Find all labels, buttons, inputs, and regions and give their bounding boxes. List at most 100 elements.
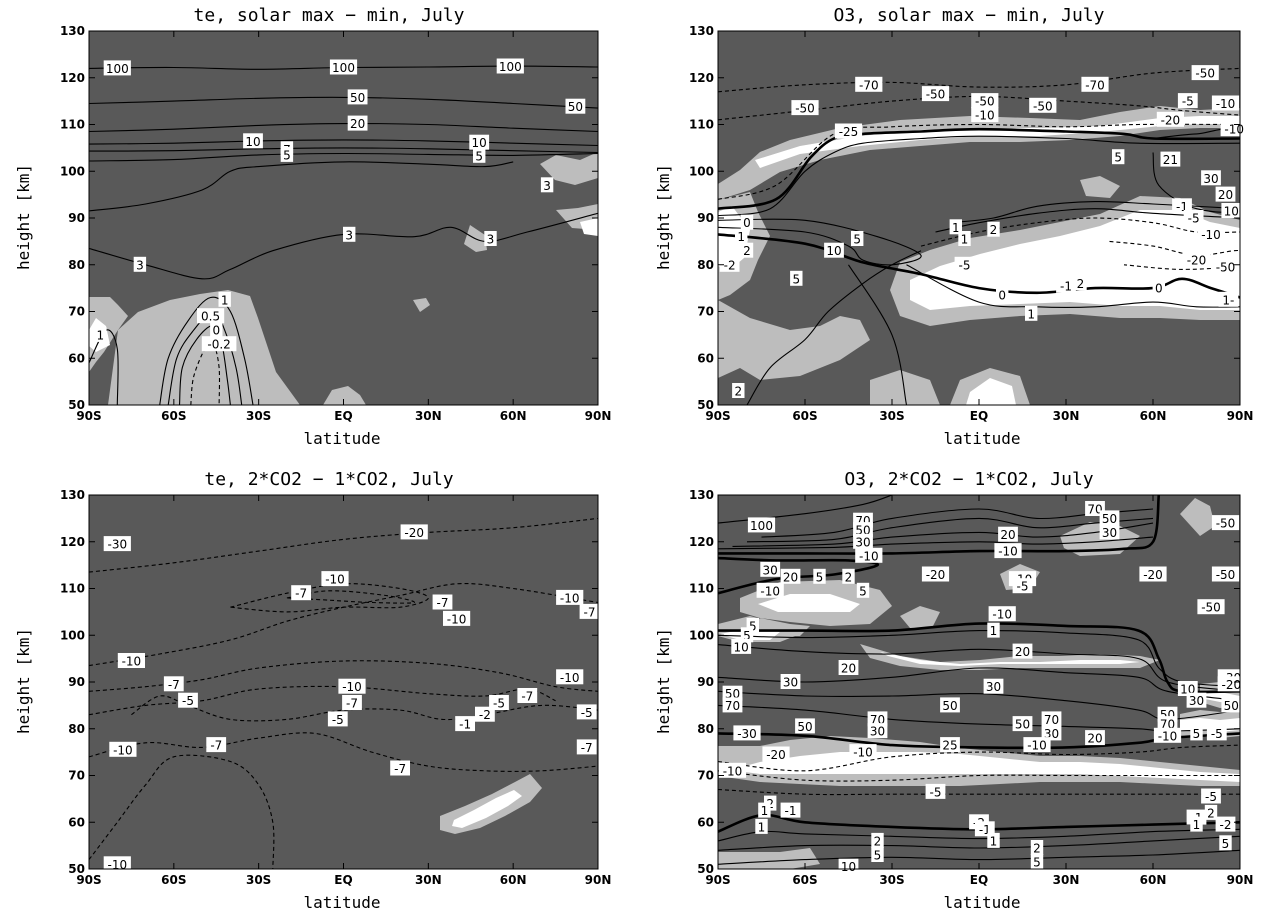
axes: 90S 60S 30S EQ 30N 60N 90N50607080901001101201… xyxy=(689,24,1253,423)
significance-95-region xyxy=(323,386,366,405)
contour-label: -10 xyxy=(113,743,133,757)
y-tick-label: 110 xyxy=(60,118,85,132)
y-tick-label: 120 xyxy=(689,71,714,85)
contour-label-box xyxy=(1156,111,1184,127)
contour-label-box xyxy=(201,336,237,352)
contour-label-box xyxy=(855,547,883,563)
contour-label-box xyxy=(1139,566,1167,582)
contour-label-box xyxy=(760,561,781,577)
contour-label: -50 xyxy=(1195,67,1215,81)
contour-label-box xyxy=(338,678,366,694)
contour-label: 30 xyxy=(986,680,1001,694)
contour-label-box xyxy=(117,653,145,668)
contour-label: -20 xyxy=(404,526,424,540)
contour-label: -5 xyxy=(182,694,194,708)
contour-label-box xyxy=(1025,305,1038,321)
contour-label: 1 xyxy=(952,221,960,235)
contour-line xyxy=(286,590,415,604)
panel-te-co2: te, 2*CO2 − 1*CO2, July -30 -20 -10 -7 -7 -10… xyxy=(0,456,632,912)
contour-line xyxy=(848,264,908,405)
contour-label: 0 xyxy=(1155,282,1163,296)
contour-label: -30 xyxy=(107,538,127,552)
contour-label-box xyxy=(954,256,975,272)
contour-label-box xyxy=(853,522,873,538)
contour-label: 1 xyxy=(737,230,745,244)
contour-line xyxy=(718,123,1240,200)
contour-label: -10 xyxy=(859,549,879,563)
contour-label-box xyxy=(1012,578,1033,594)
contour-label: 2 xyxy=(1207,806,1215,820)
y-tick-label: 80 xyxy=(697,722,714,736)
contour-label: 50 xyxy=(1015,718,1030,732)
contour-label: -7 xyxy=(584,605,596,619)
contour-label: 1 xyxy=(761,804,769,818)
contour-label-box xyxy=(949,219,962,235)
contour-line xyxy=(718,556,879,595)
contour-label-box xyxy=(755,818,768,834)
contour-label-box xyxy=(576,739,597,755)
contour-label-box xyxy=(1074,275,1087,291)
contour-label: -10 xyxy=(992,608,1012,622)
contour-label-box xyxy=(327,711,348,727)
contour-label-box xyxy=(983,678,1004,694)
contour-label-box xyxy=(747,517,776,533)
contour-label-box xyxy=(1201,170,1221,186)
contour-label: 21 xyxy=(1163,153,1178,167)
x-tick-label: 90N xyxy=(1227,873,1254,887)
contour-label-box xyxy=(1217,676,1245,692)
contour-label-box xyxy=(1211,259,1240,275)
contour-label-box xyxy=(756,582,784,598)
contour-line xyxy=(718,849,1240,865)
contour-labels: -30-20-10-7-7 -10-7-10-10-7-5-10-7-5-10-5… xyxy=(103,524,600,872)
contour-label-box xyxy=(1183,210,1204,225)
contour-label: 1 xyxy=(1027,307,1035,321)
contour-label-box xyxy=(987,221,1000,237)
y-tick-label: 60 xyxy=(697,351,714,365)
x-tick-label: 60N xyxy=(1140,873,1167,887)
contour-label-box xyxy=(958,231,971,246)
contour-label-box xyxy=(1197,226,1225,242)
y-tick-label: 100 xyxy=(60,628,85,642)
contour-label-box xyxy=(197,308,225,324)
contour-label: 20 xyxy=(1087,732,1102,746)
contour-label: 5 xyxy=(1114,151,1122,165)
contour-label: -5 xyxy=(332,713,344,727)
contour-label-box xyxy=(719,256,740,272)
contour-label-box xyxy=(740,214,754,230)
contour-label: 0 xyxy=(998,289,1006,303)
significance-95-region xyxy=(718,848,820,869)
contour-label: 5 xyxy=(874,849,882,863)
contour-line xyxy=(89,329,119,405)
contour-line xyxy=(89,732,598,772)
contour-label-box xyxy=(1190,725,1203,741)
contour-label-box xyxy=(390,760,410,776)
contour-label: -10 xyxy=(998,545,1018,559)
significance-99-region xyxy=(755,116,1240,168)
contour-label-box xyxy=(851,231,864,246)
contour-label: -50 xyxy=(1216,517,1236,531)
contour-label-box xyxy=(455,716,475,732)
contour-label: -20 xyxy=(926,568,946,582)
contour-label: 20 xyxy=(841,662,856,676)
significance-95-region xyxy=(718,300,870,380)
contour-line xyxy=(718,788,1240,796)
contour-line xyxy=(718,813,1240,833)
contour-label-box xyxy=(732,383,745,398)
contour-label: -10 xyxy=(760,584,780,598)
contour-line xyxy=(89,517,598,573)
x-tick-label: EQ xyxy=(970,409,988,423)
contour-label-box xyxy=(540,177,554,193)
x-tick-label: 60S xyxy=(161,409,186,423)
contour-line xyxy=(718,127,1240,210)
contour-label-box xyxy=(1211,566,1240,582)
contour-label-box xyxy=(1085,730,1105,746)
chart-title: te, solar max − min, July xyxy=(194,5,465,26)
contour-line xyxy=(718,835,1240,851)
contour-label-box xyxy=(853,533,873,549)
x-axis-label: latitude xyxy=(943,429,1020,448)
contour-label-box xyxy=(733,725,761,741)
x-tick-label: 30S xyxy=(246,409,271,423)
contour-label-box xyxy=(1177,681,1198,696)
contour-label: -7 xyxy=(295,587,307,601)
contour-label: -10 xyxy=(107,858,127,872)
